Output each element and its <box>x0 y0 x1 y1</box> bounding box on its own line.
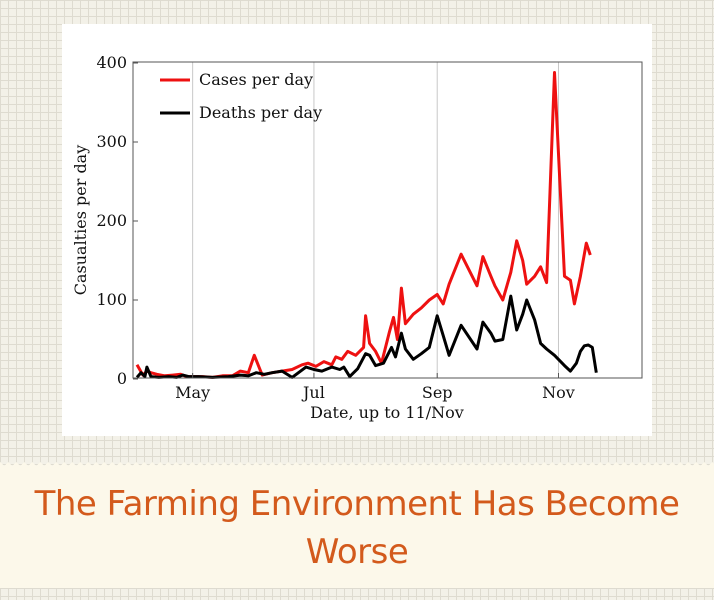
gridlines <box>192 62 559 378</box>
x-axis-label: Date, up to 11/Nov <box>310 403 464 422</box>
x-tick-label: Jul <box>301 383 325 402</box>
y-axis-ticks: 0 100 200 300 400 <box>96 53 138 388</box>
legend-label-cases: Cases per day <box>199 70 313 89</box>
y-axis-label: Casualties per day <box>71 145 90 296</box>
x-tick-label: Nov <box>542 383 575 402</box>
casualties-line-chart: 0 100 200 300 400 May Jul Sep Nov Date, up to 1… <box>71 53 643 422</box>
x-tick-label: Sep <box>422 383 453 402</box>
x-tick-label: May <box>175 383 210 402</box>
bottom-border <box>0 588 714 600</box>
y-tick-label: 100 <box>96 290 127 309</box>
legend: Cases per day Deaths per day <box>160 70 322 122</box>
caption-band: The Farming Environment Has Become Worse <box>0 462 714 600</box>
y-tick-label: 300 <box>96 132 127 151</box>
x-axis-ticks: May Jul Sep Nov <box>175 373 575 402</box>
y-tick-label: 400 <box>96 53 127 72</box>
chart-card: 0 100 200 300 400 May Jul Sep Nov Date, up to 1… <box>62 24 652 436</box>
series-line-deaths <box>135 294 598 379</box>
y-tick-label: 0 <box>117 369 127 388</box>
legend-label-deaths: Deaths per day <box>199 103 322 122</box>
caption-title: The Farming Environment Has Become Worse <box>34 484 680 572</box>
y-tick-label: 200 <box>96 211 127 230</box>
plot-frame <box>132 61 643 379</box>
series-lines <box>135 71 598 379</box>
